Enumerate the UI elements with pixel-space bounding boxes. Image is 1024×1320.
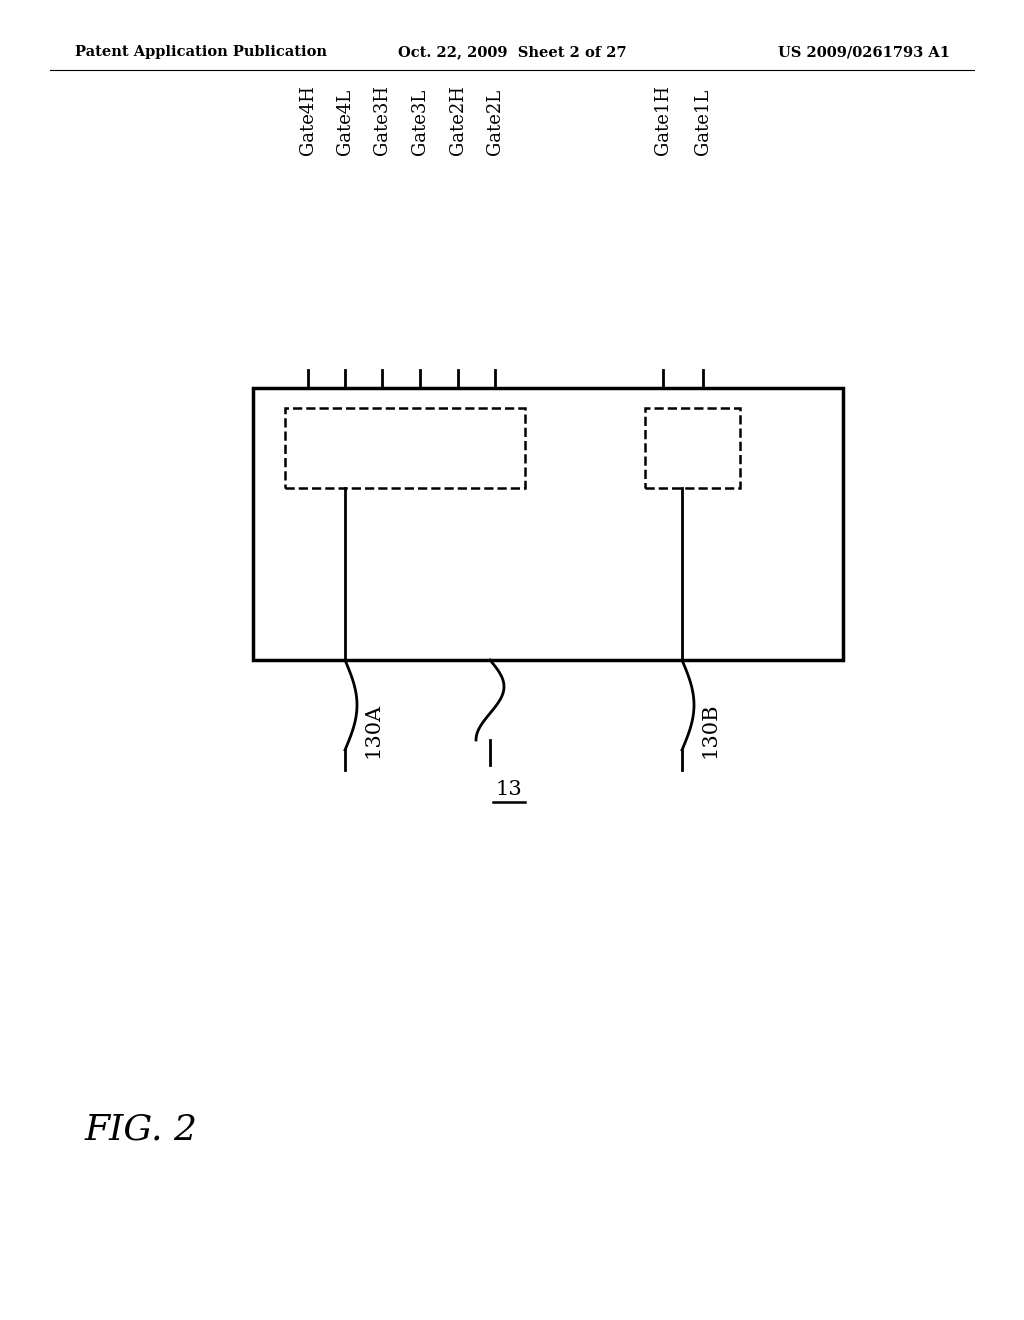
Text: Gate3L: Gate3L [411, 88, 429, 154]
Text: Gate1H: Gate1H [654, 84, 672, 154]
Text: 130A: 130A [362, 702, 382, 758]
Bar [645, 408, 740, 488]
Bar [253, 388, 843, 660]
Text: Patent Application Publication: Patent Application Publication [75, 45, 327, 59]
Text: Gate2L: Gate2L [486, 88, 504, 154]
Text: Gate1L: Gate1L [694, 88, 712, 154]
Text: US 2009/0261793 A1: US 2009/0261793 A1 [778, 45, 950, 59]
Text: FIG. 2: FIG. 2 [85, 1113, 198, 1147]
Text: Gate3H: Gate3H [373, 84, 391, 154]
Bar [285, 408, 525, 488]
Text: 13: 13 [495, 780, 522, 799]
Text: Gate2H: Gate2H [449, 84, 467, 154]
Text: Gate4L: Gate4L [336, 88, 354, 154]
Text: Gate4H: Gate4H [299, 84, 317, 154]
Text: 130B: 130B [700, 702, 719, 758]
Text: Oct. 22, 2009  Sheet 2 of 27: Oct. 22, 2009 Sheet 2 of 27 [397, 45, 627, 59]
